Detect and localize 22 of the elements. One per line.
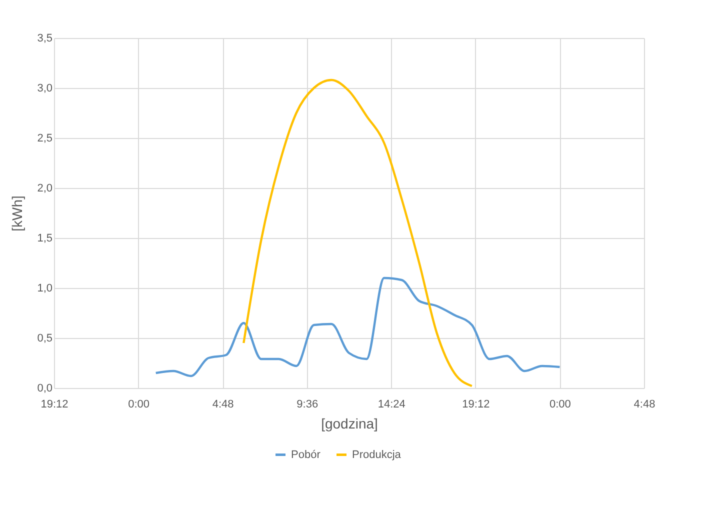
y-tick-label: 1,0 [37,282,52,294]
y-axis-title: [kWh] [9,196,26,232]
x-tick-label: 9:36 [296,398,318,410]
x-axis-title: [godzina] [321,416,378,432]
y-tick-label: 2,0 [37,182,52,194]
line-series [242,78,474,388]
y-tick-label: 3,5 [37,32,52,44]
y-tick-label: 2,5 [37,132,52,144]
x-tick-label: 19:12 [462,398,490,410]
y-tick-label: 3,0 [37,82,52,94]
x-tick-label: 0:00 [128,398,150,410]
x-tick-label: 14:24 [378,398,406,410]
line-series [154,276,561,378]
y-tick-label: 0,0 [37,382,52,394]
y-tick-label: 1,5 [37,232,52,244]
y-tick-label: 0,5 [37,332,52,344]
x-tick-label: 4:48 [634,398,656,410]
legend-label: Pobór [291,448,321,461]
x-tick-label: 19:12 [40,398,68,410]
x-tick-label: 4:48 [212,398,234,410]
legend-label: Produkcja [352,448,402,461]
x-tick-label: 0:00 [550,398,571,410]
